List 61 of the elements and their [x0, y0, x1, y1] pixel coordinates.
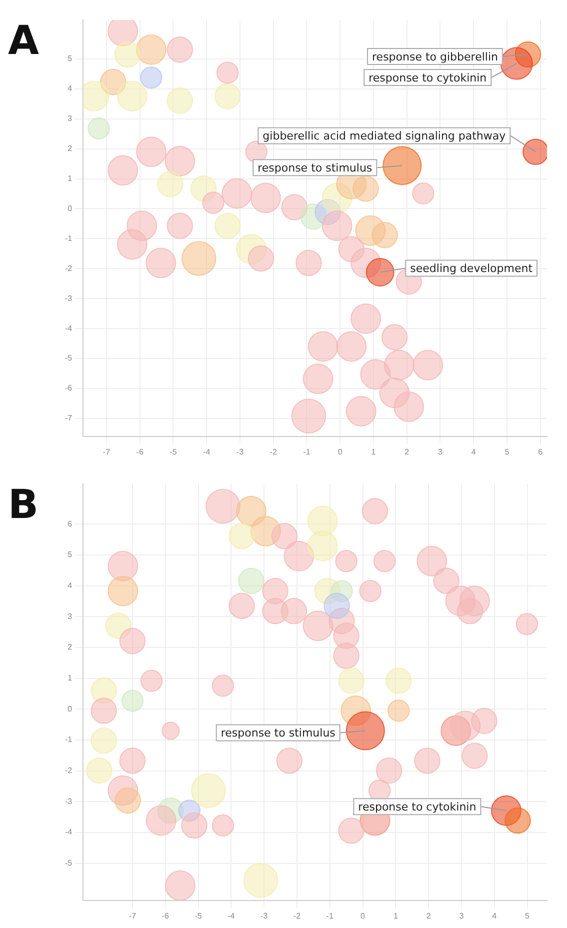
y-tick-label: -4 — [64, 828, 73, 837]
x-tick-label: -3 — [260, 911, 268, 920]
annotation: response to gibberellin — [372, 50, 498, 64]
y-tick-label: 0 — [68, 704, 73, 714]
annotation: seedling development — [410, 262, 534, 276]
x-tick-label: 4 — [471, 447, 476, 456]
y-tick-label: -4 — [64, 324, 73, 333]
x-tick-label: 1 — [371, 447, 376, 456]
x-tick-label: 2 — [426, 911, 432, 920]
y-tick-label: 5 — [68, 54, 73, 64]
x-tick-label: -4 — [203, 447, 211, 456]
x-tick-label: -6 — [136, 447, 144, 456]
annotation: gibberellic acid mediated signaling pathway — [262, 130, 506, 143]
x-tick-label: -7 — [128, 911, 137, 920]
x-tick-label: -1 — [326, 911, 334, 920]
annotation: response to cytokinin — [358, 800, 476, 814]
y-tick-label: -5 — [64, 858, 73, 868]
x-tick-label: -2 — [270, 447, 278, 456]
y-tick-label: 3 — [68, 114, 73, 124]
y-tick-label: -1 — [64, 234, 73, 243]
y-tick-label: 2 — [68, 642, 73, 652]
y-tick-label: -3 — [64, 796, 73, 806]
y-tick-label: 4 — [68, 84, 73, 94]
x-tick-label: -5 — [194, 911, 202, 920]
x-tick-label: 3 — [438, 447, 443, 456]
y-tick-label: -2 — [64, 264, 73, 273]
annotation: response to cytokinin — [368, 71, 487, 84]
y-tick-label: 5 — [68, 550, 73, 560]
x-tick-label: 5 — [504, 447, 510, 456]
y-tick-label: -7 — [64, 414, 73, 423]
y-tick-label: -3 — [64, 294, 73, 303]
y-tick-label: 0 — [68, 204, 73, 213]
annotation: response to stimulus — [220, 726, 336, 740]
y-tick-label: -2 — [64, 766, 73, 776]
x-tick-label: -1 — [303, 447, 311, 456]
y-tick-label: 3 — [68, 612, 73, 621]
x-tick-label: 6 — [538, 447, 544, 456]
x-tick-label: 1 — [393, 911, 398, 920]
x-tick-label: -2 — [293, 911, 302, 920]
y-tick-label: 1 — [68, 174, 73, 183]
x-tick-label: 0 — [360, 911, 366, 920]
y-tick-label: -5 — [64, 354, 73, 363]
x-tick-label: 3 — [459, 911, 464, 920]
chart-title: A — [8, 18, 39, 64]
x-tick-label: -3 — [236, 447, 244, 456]
x-tick-label: -4 — [228, 911, 236, 920]
x-tick-label: -6 — [162, 911, 170, 920]
y-tick-label: -1 — [64, 735, 73, 744]
chart-title: B — [8, 482, 38, 528]
y-tick-label: 4 — [68, 580, 73, 590]
x-tick-label: 4 — [492, 911, 498, 920]
x-tick-label: 0 — [338, 447, 343, 456]
y-tick-label: 6 — [68, 519, 73, 528]
x-tick-label: 5 — [525, 911, 530, 920]
annotation: response to stimulus — [258, 161, 372, 174]
x-tick-label: -5 — [170, 447, 178, 456]
x-tick-label: 2 — [404, 447, 410, 456]
y-tick-label: 2 — [68, 144, 73, 154]
y-tick-label: 1 — [68, 674, 73, 683]
y-tick-label: -6 — [64, 384, 73, 393]
x-tick-label: -7 — [102, 447, 111, 456]
